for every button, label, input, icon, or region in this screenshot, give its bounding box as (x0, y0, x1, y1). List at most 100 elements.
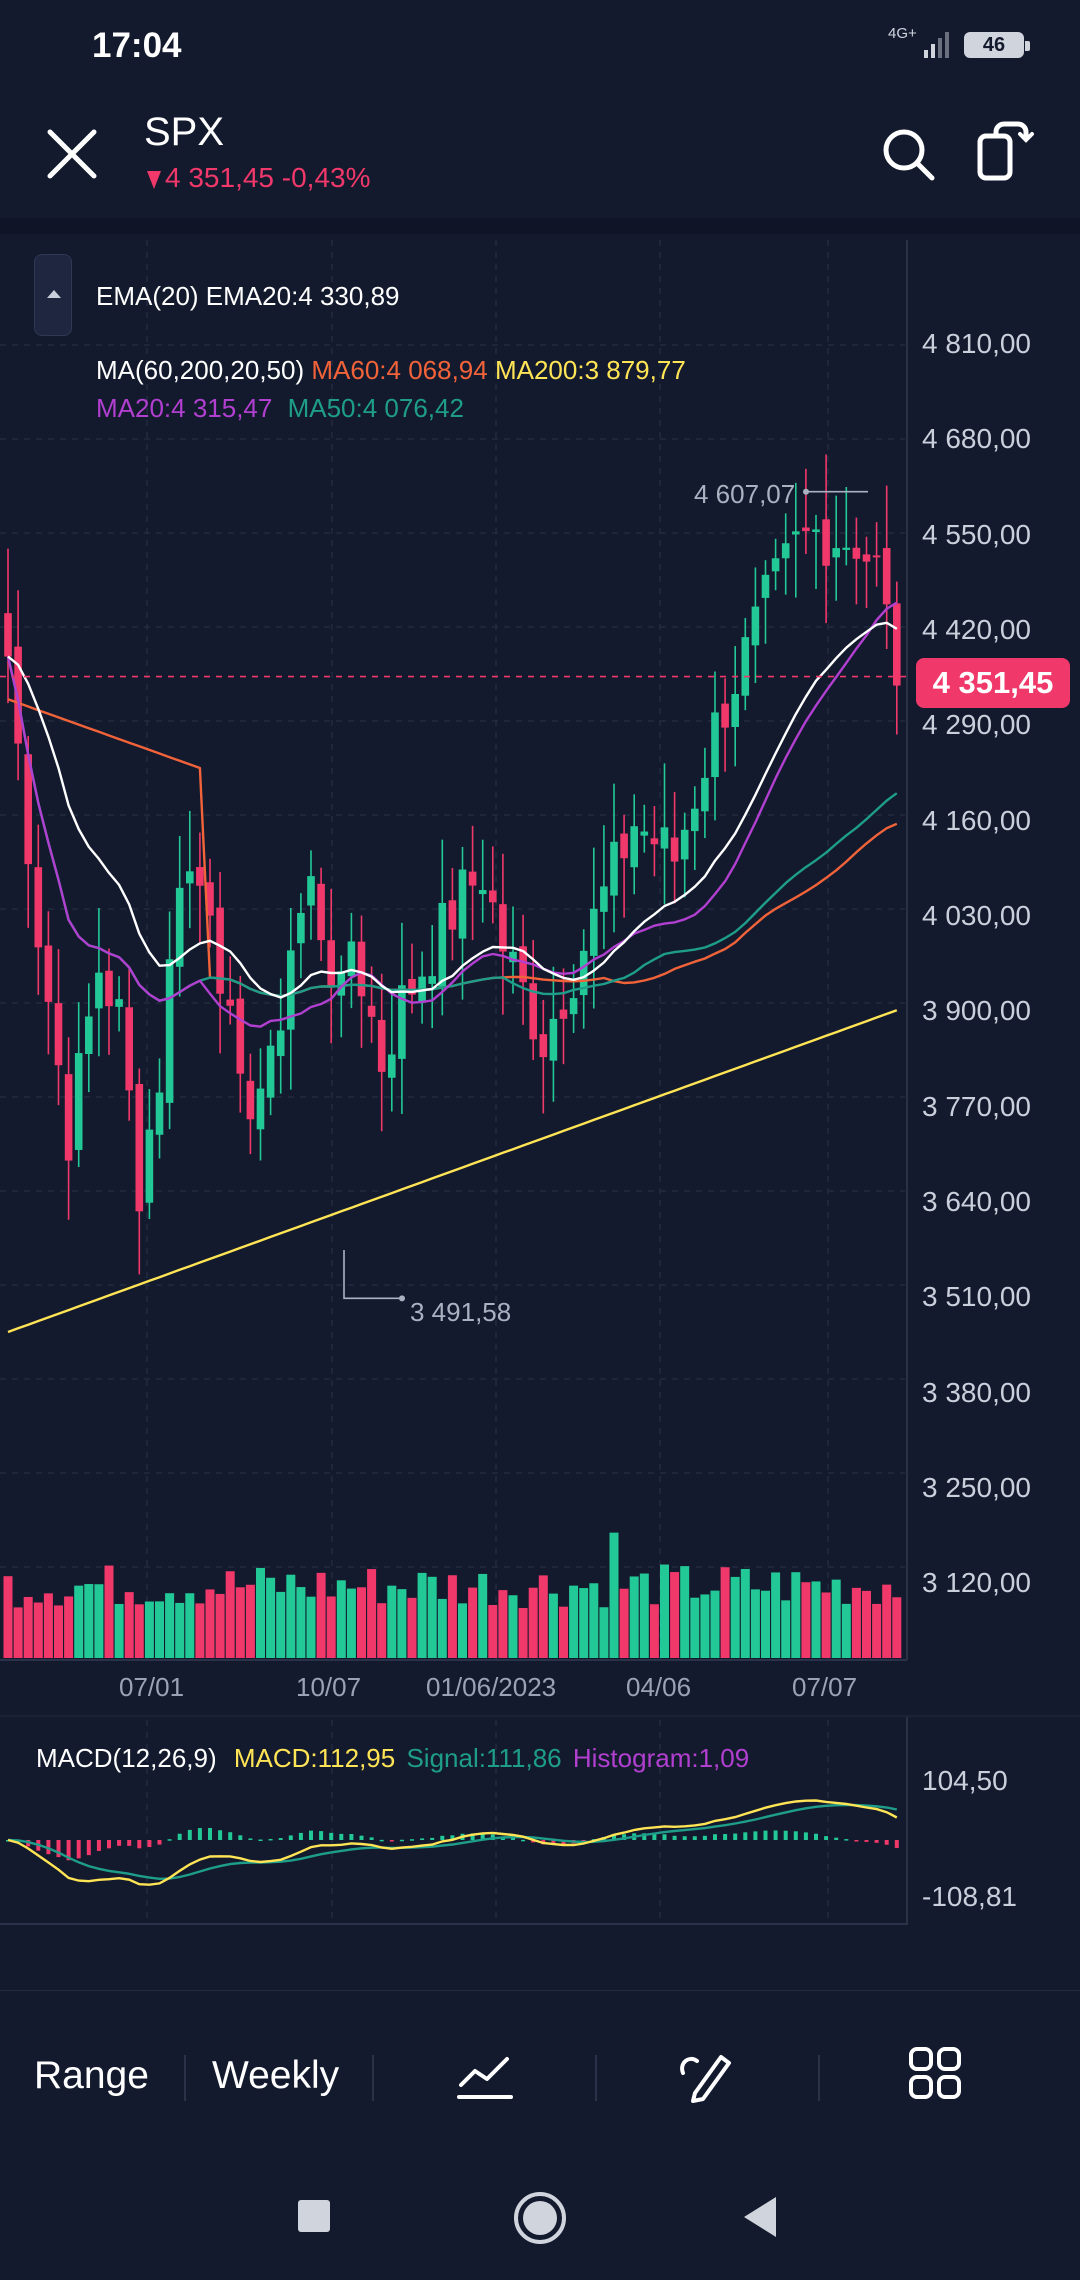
range-button[interactable]: Range (34, 2054, 149, 2097)
volume-bar (680, 1566, 690, 1658)
indicator-collapse-toggle[interactable] (34, 254, 72, 336)
histogram-bar (814, 1833, 818, 1840)
candle (832, 548, 840, 558)
drawing-icon[interactable] (675, 2043, 739, 2107)
time-label: 04/06 (626, 1672, 692, 1702)
candle (559, 1009, 568, 1019)
candle (529, 983, 537, 1040)
candle (337, 971, 346, 996)
candle (206, 882, 214, 916)
price-change: 4 351,45 -0,43% (147, 162, 371, 194)
histogram-bar (218, 1830, 223, 1840)
volume-bar (609, 1532, 619, 1658)
close-icon[interactable] (40, 122, 104, 186)
status-time: 17:04 (92, 26, 182, 65)
price-tick: 3 120,00 (922, 1567, 1031, 1598)
ma50-legend: MA50:4 076,42 (287, 393, 464, 423)
indicator-icon[interactable] (455, 2049, 515, 2105)
histogram-bar (137, 1840, 142, 1849)
histogram-bar (329, 1832, 334, 1840)
volume-bar (74, 1585, 84, 1658)
histogram-bar (854, 1840, 859, 1842)
volume-bar (841, 1603, 851, 1658)
candle (549, 1018, 558, 1061)
volume-bar (175, 1602, 185, 1658)
candle (569, 998, 578, 1015)
volume-bar (690, 1597, 700, 1658)
candle (357, 941, 366, 997)
volume-bar (649, 1604, 659, 1658)
histogram-bar (763, 1830, 768, 1840)
volume-bar (286, 1574, 296, 1658)
histogram-group (6, 1827, 899, 1861)
price-chart[interactable] (0, 234, 1080, 1674)
volume-bar (892, 1597, 902, 1658)
back-icon[interactable] (740, 2195, 780, 2239)
volume-bar (195, 1603, 205, 1658)
volume-bar (357, 1587, 366, 1658)
volume-bar (43, 1593, 53, 1658)
candle (236, 998, 245, 1074)
histogram-bar (298, 1832, 303, 1840)
recent-apps-icon[interactable] (296, 2198, 332, 2234)
price-change-text: 4 351,45 -0,43% (165, 162, 371, 193)
candle (590, 908, 598, 956)
histogram-bar (369, 1837, 374, 1840)
price-tick: 4 550,00 (922, 519, 1031, 550)
candle (761, 574, 770, 598)
low-annotation: 3 491,58 (410, 1297, 512, 1327)
candle (287, 950, 295, 1030)
macd-value: MACD:112,95 (233, 1743, 396, 1773)
candle (610, 841, 618, 896)
home-icon[interactable] (512, 2190, 568, 2246)
volume-bar (589, 1583, 599, 1658)
candle (721, 703, 729, 728)
volume-bar (104, 1565, 114, 1658)
volume-bar (94, 1584, 104, 1658)
interval-button[interactable]: Weekly (212, 2054, 340, 2097)
candle (317, 883, 325, 941)
candle (398, 985, 406, 1059)
volume-bar (508, 1595, 518, 1658)
histogram-bar (258, 1839, 263, 1842)
ma200-legend: MA200:3 879,77 (494, 355, 686, 385)
share-icon[interactable] (972, 118, 1036, 186)
search-icon[interactable] (876, 122, 940, 186)
candle (135, 1084, 144, 1212)
histogram-bar (470, 1833, 475, 1840)
volume-bar (447, 1575, 457, 1658)
candle (74, 1053, 83, 1150)
ma20-legend: MA20:4 315,47 (96, 393, 273, 423)
down-arrow-icon (147, 170, 161, 189)
histogram-bar (389, 1840, 394, 1842)
candle (620, 833, 628, 859)
price-tick: 3 900,00 (922, 995, 1031, 1026)
volume-bar (811, 1581, 821, 1658)
volume-bar (155, 1601, 164, 1658)
candle (499, 904, 507, 952)
battery-icon: 46 (964, 32, 1030, 58)
ma-legend-prefix: MA(60,200,20,50) (96, 355, 305, 385)
candle (802, 527, 810, 532)
histogram-bar (157, 1840, 162, 1845)
macd-chart[interactable] (0, 1717, 1080, 1927)
volume-bar (266, 1577, 276, 1658)
volume-bar (801, 1582, 811, 1658)
layout-grid-icon[interactable] (905, 2043, 965, 2103)
time-label: 01/06/2023 (426, 1672, 557, 1702)
candle (115, 999, 123, 1007)
volume-bar (569, 1585, 579, 1658)
macd-legend: MACD(12,26,9) MACD:112,95 Signal:111,86 … (36, 1743, 749, 1774)
candle (64, 1074, 73, 1161)
price-tick: 3 640,00 (922, 1186, 1031, 1217)
histogram-bar (723, 1834, 728, 1840)
volume-bar (579, 1588, 589, 1658)
price-tick: 4 160,00 (922, 805, 1031, 836)
histogram-bar (642, 1833, 647, 1840)
candle (388, 1054, 396, 1078)
volume-bar (33, 1602, 43, 1658)
histogram-bar (511, 1838, 515, 1840)
volume-bar (3, 1576, 13, 1658)
candle (276, 1030, 285, 1057)
candle (408, 978, 416, 995)
